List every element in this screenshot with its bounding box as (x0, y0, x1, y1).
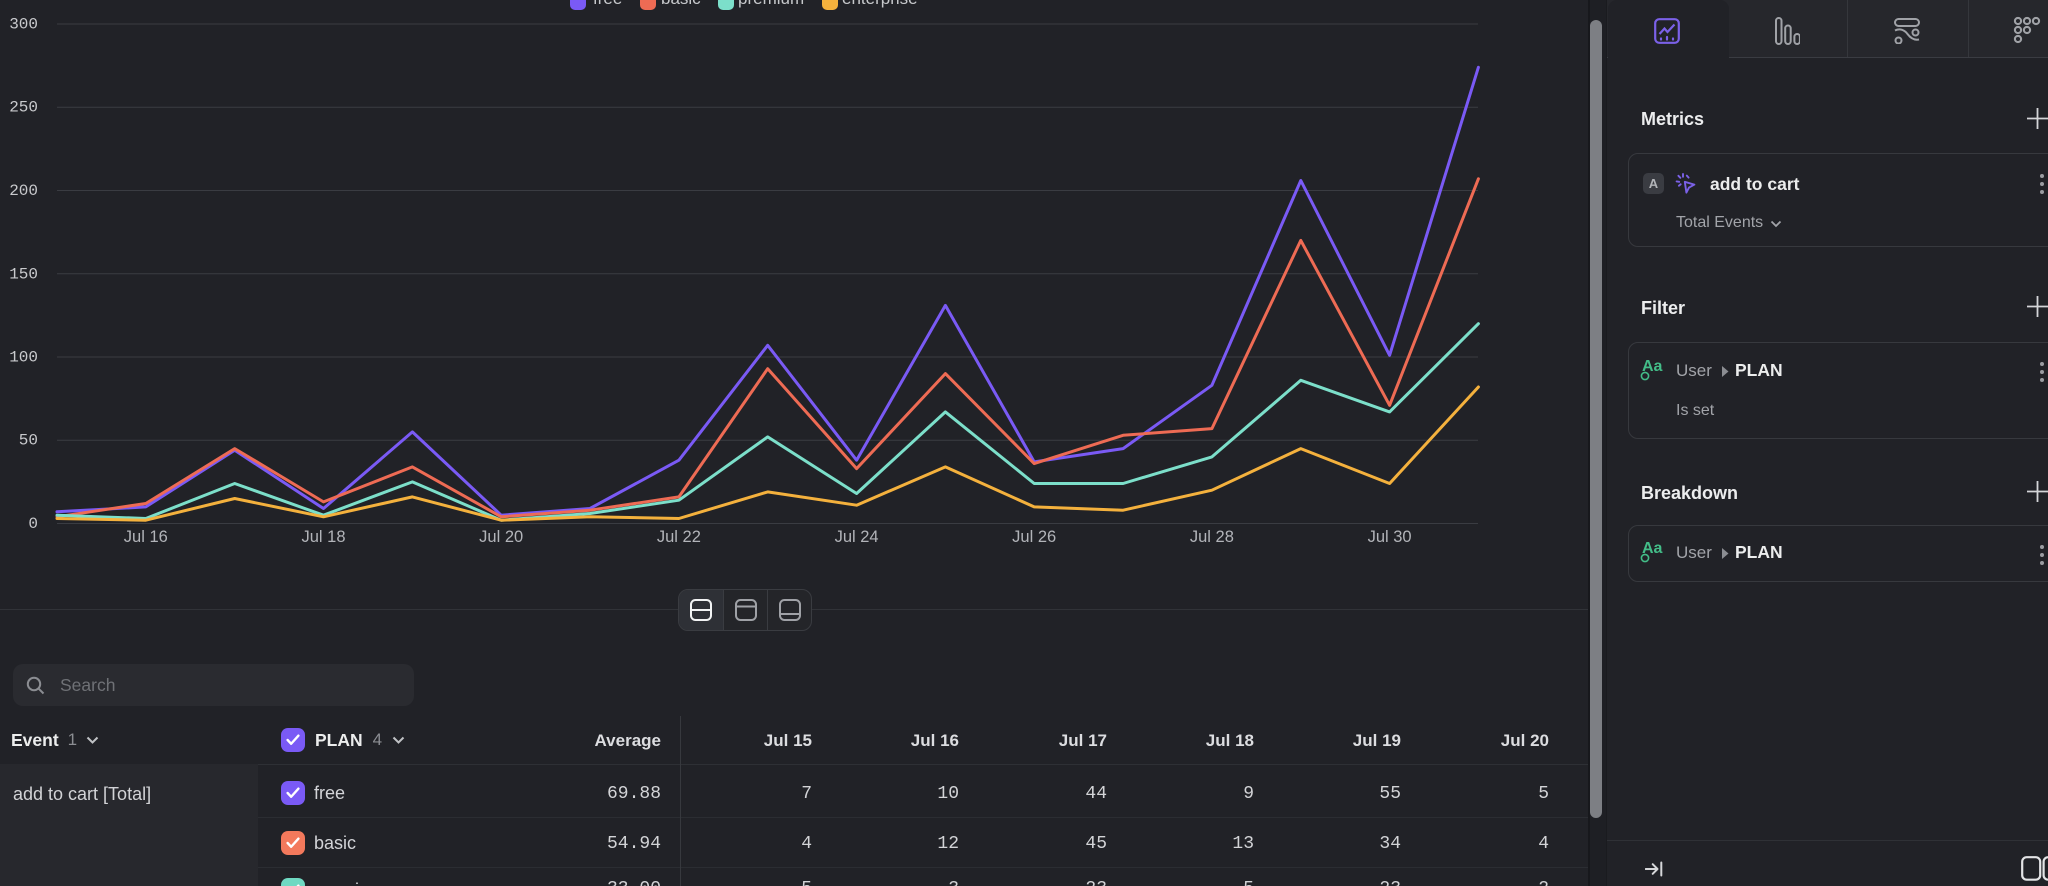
svg-text:Jul 18: Jul 18 (301, 528, 345, 546)
svg-text:0: 0 (28, 515, 38, 533)
svg-text:150: 150 (9, 265, 38, 283)
svg-text:100: 100 (9, 349, 38, 367)
svg-text:300: 300 (9, 16, 38, 34)
svg-text:Jul 28: Jul 28 (1190, 528, 1234, 546)
svg-text:Jul 16: Jul 16 (124, 528, 168, 546)
svg-text:Jul 22: Jul 22 (657, 528, 701, 546)
svg-text:250: 250 (9, 99, 38, 117)
svg-text:Jul 26: Jul 26 (1012, 528, 1056, 546)
svg-text:50: 50 (19, 432, 38, 450)
svg-text:Jul 24: Jul 24 (835, 528, 879, 546)
svg-text:Jul 20: Jul 20 (479, 528, 523, 546)
svg-text:Jul 30: Jul 30 (1368, 528, 1412, 546)
svg-text:200: 200 (9, 182, 38, 200)
